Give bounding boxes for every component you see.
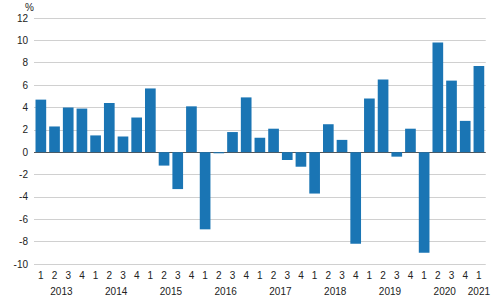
svg-text:2014: 2014 [105, 286, 128, 297]
svg-text:1: 1 [312, 270, 318, 281]
svg-text:2020: 2020 [434, 286, 457, 297]
svg-text:1: 1 [476, 270, 482, 281]
svg-text:2: 2 [380, 270, 386, 281]
svg-text:2019: 2019 [379, 286, 402, 297]
svg-text:0: 0 [22, 147, 28, 158]
svg-text:3: 3 [394, 270, 400, 281]
svg-text:2013: 2013 [50, 286, 73, 297]
svg-text:1: 1 [93, 270, 99, 281]
svg-text:2015: 2015 [160, 286, 183, 297]
svg-text:-6: -6 [19, 214, 28, 225]
svg-text:10: 10 [17, 35, 29, 46]
svg-text:2018: 2018 [324, 286, 347, 297]
svg-text:4: 4 [243, 270, 249, 281]
svg-text:4: 4 [134, 270, 140, 281]
svg-text:-10: -10 [14, 259, 29, 270]
svg-text:2: 2 [435, 270, 441, 281]
svg-text:3: 3 [339, 270, 345, 281]
svg-text:1: 1 [257, 270, 263, 281]
svg-text:2: 2 [271, 270, 277, 281]
svg-text:2: 2 [52, 270, 58, 281]
svg-text:4: 4 [79, 270, 85, 281]
svg-text:4: 4 [408, 270, 414, 281]
svg-text:-4: -4 [19, 191, 28, 202]
svg-text:4: 4 [462, 270, 468, 281]
svg-text:2: 2 [107, 270, 113, 281]
svg-text:12: 12 [17, 13, 29, 24]
svg-text:2016: 2016 [215, 286, 238, 297]
svg-text:1: 1 [148, 270, 154, 281]
svg-text:1: 1 [367, 270, 373, 281]
svg-text:3: 3 [230, 270, 236, 281]
svg-text:2: 2 [22, 124, 28, 135]
svg-text:-8: -8 [19, 236, 28, 247]
svg-text:4: 4 [22, 102, 28, 113]
svg-text:3: 3 [65, 270, 71, 281]
svg-text:2017: 2017 [269, 286, 292, 297]
svg-text:1: 1 [38, 270, 44, 281]
svg-text:4: 4 [298, 270, 304, 281]
svg-text:1: 1 [421, 270, 427, 281]
svg-text:8: 8 [22, 57, 28, 68]
svg-text:2: 2 [216, 270, 222, 281]
svg-text:6: 6 [22, 80, 28, 91]
svg-text:-2: -2 [19, 169, 28, 180]
svg-text:2: 2 [161, 270, 167, 281]
svg-text:3: 3 [120, 270, 126, 281]
svg-text:3: 3 [175, 270, 181, 281]
svg-text:2: 2 [326, 270, 332, 281]
svg-text:4: 4 [353, 270, 359, 281]
svg-text:3: 3 [449, 270, 455, 281]
svg-text:4: 4 [189, 270, 195, 281]
svg-text:2021: 2021 [468, 286, 491, 297]
svg-text:%: % [25, 2, 34, 13]
svg-text:1: 1 [202, 270, 208, 281]
svg-text:3: 3 [284, 270, 290, 281]
